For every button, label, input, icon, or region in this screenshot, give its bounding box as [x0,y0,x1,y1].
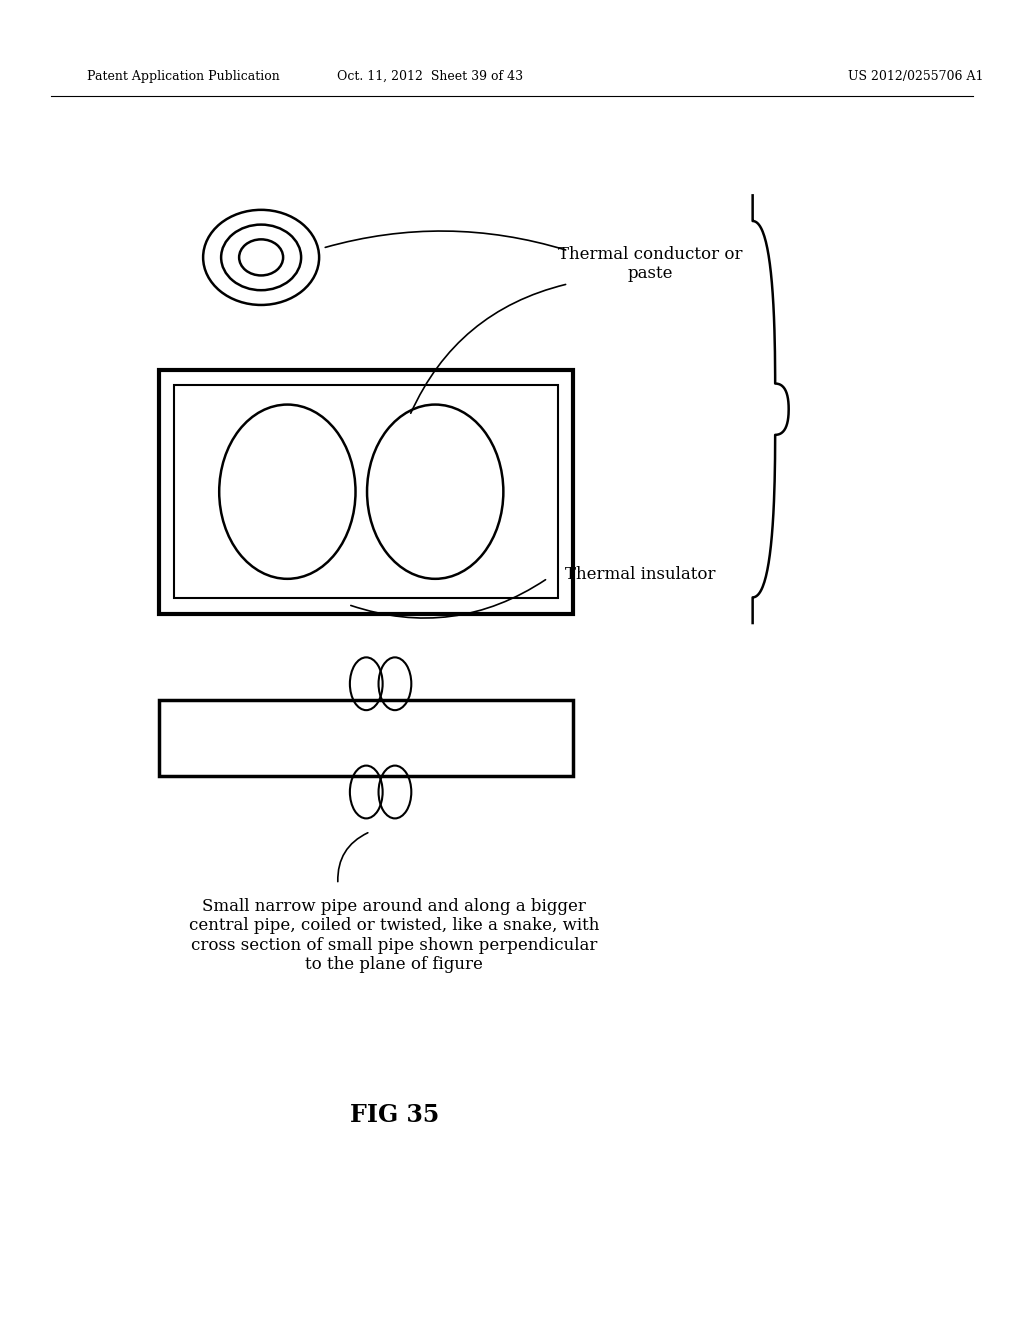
Text: Thermal conductor or
paste: Thermal conductor or paste [558,246,742,282]
Text: Oct. 11, 2012  Sheet 39 of 43: Oct. 11, 2012 Sheet 39 of 43 [337,70,523,83]
Text: FIG 35: FIG 35 [349,1104,439,1127]
Bar [159,370,573,614]
Text: Patent Application Publication: Patent Application Publication [87,70,280,83]
Text: Thermal insulator: Thermal insulator [565,566,715,582]
Bar [174,385,558,598]
Text: US 2012/0255706 A1: US 2012/0255706 A1 [848,70,983,83]
Bar [159,700,573,776]
Text: Small narrow pipe around and along a bigger
central pipe, coiled or twisted, lik: Small narrow pipe around and along a big… [189,898,599,973]
